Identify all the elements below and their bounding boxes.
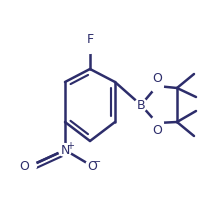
Circle shape bbox=[59, 144, 71, 156]
Circle shape bbox=[84, 41, 96, 53]
Text: +: + bbox=[66, 141, 74, 151]
Circle shape bbox=[86, 160, 98, 172]
Text: −: − bbox=[93, 157, 101, 167]
Text: O: O bbox=[87, 160, 97, 172]
Circle shape bbox=[151, 80, 163, 92]
Circle shape bbox=[24, 160, 36, 172]
Text: O: O bbox=[152, 124, 162, 137]
Text: N: N bbox=[60, 143, 70, 157]
Text: O: O bbox=[19, 160, 29, 172]
Text: B: B bbox=[137, 99, 145, 111]
Text: O: O bbox=[152, 72, 162, 85]
Circle shape bbox=[135, 99, 147, 111]
Text: F: F bbox=[87, 33, 94, 46]
Circle shape bbox=[151, 117, 163, 129]
